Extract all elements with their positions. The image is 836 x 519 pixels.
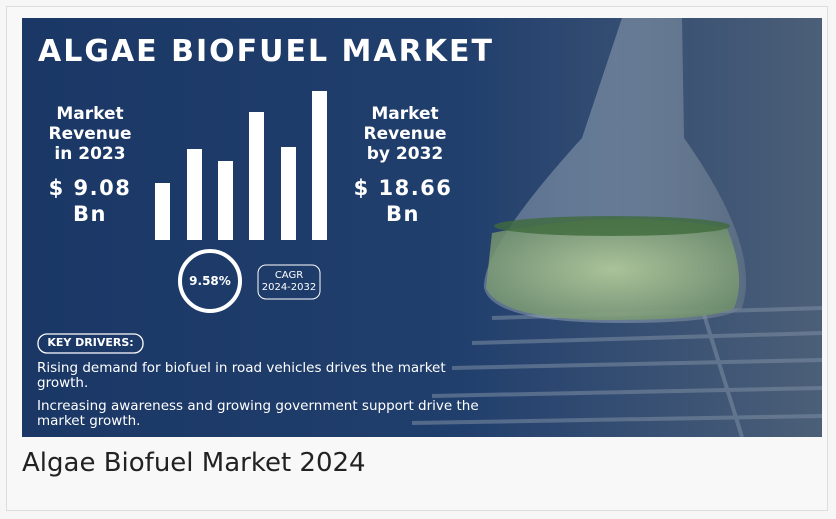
right-value: $ 18.66 Bn bbox=[338, 175, 468, 227]
left-value: $ 9.08 Bn bbox=[30, 175, 150, 227]
value-line: $ 9.08 bbox=[30, 175, 150, 201]
label-line: Market bbox=[40, 104, 140, 124]
label-line: Revenue bbox=[355, 124, 455, 144]
driver: Increasing awareness and growing governm… bbox=[37, 399, 497, 429]
value-line: Bn bbox=[30, 201, 150, 227]
label-line: in 2023 bbox=[40, 144, 140, 164]
cagr-line: 2024-2032 bbox=[258, 282, 320, 294]
caption: Algae Biofuel Market 2024 bbox=[22, 448, 366, 478]
label-line: Revenue bbox=[40, 124, 140, 144]
value-line: $ 18.66 bbox=[338, 175, 468, 201]
left-label: Market Revenue in 2023 bbox=[40, 104, 140, 164]
page: ALGAE BIOFUEL MARKET Market Revenue in 2… bbox=[0, 0, 836, 519]
title: ALGAE BIOFUEL MARKET bbox=[38, 34, 494, 69]
right-label: Market Revenue by 2032 bbox=[355, 104, 455, 164]
value-line: Bn bbox=[338, 201, 468, 227]
drivers-heading: KEY DRIVERS: bbox=[38, 336, 143, 349]
cagr-line: CAGR bbox=[258, 270, 320, 282]
cagr-label: CAGR 2024-2032 bbox=[258, 270, 320, 294]
driver: Rising demand for biofuel in road vehicl… bbox=[37, 361, 497, 391]
label-line: Market bbox=[355, 104, 455, 124]
label-line: by 2032 bbox=[355, 144, 455, 164]
cagr-rate: 9.58% bbox=[180, 274, 240, 288]
infographic: ALGAE BIOFUEL MARKET Market Revenue in 2… bbox=[22, 18, 822, 437]
